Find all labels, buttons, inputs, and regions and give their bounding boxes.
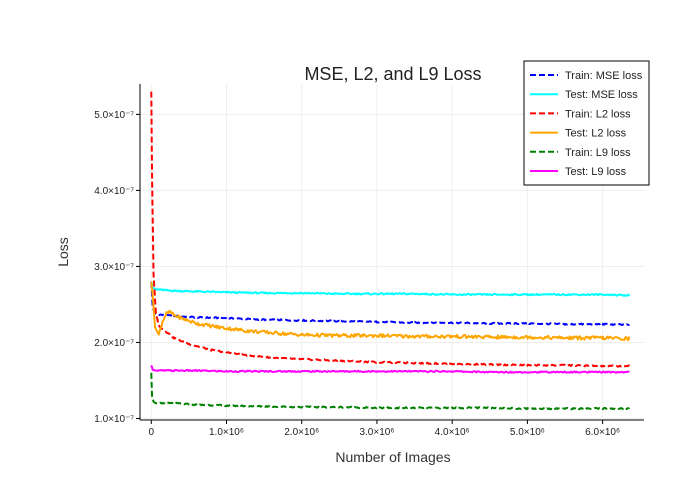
tick-labels: 0 1.0×10⁶ 2.0×10⁶ 3.0×10⁶ 4.0×10⁶ 5.0×10⁶ 6.0×… xyxy=(94,110,620,438)
y-tick-label: 5.0×10⁻⁷ xyxy=(94,110,134,121)
y-tick-label: 3.0×10⁻⁷ xyxy=(94,262,134,273)
y-tick-label: 2.0×10⁻⁷ xyxy=(94,338,134,349)
series-lines xyxy=(150,91,630,411)
series-line-test-l2-loss xyxy=(150,281,630,342)
x-tick-label: 1.0×10⁶ xyxy=(209,427,244,438)
legend-label: Test: L2 loss xyxy=(565,128,627,140)
x-tick-label: 5.0×10⁶ xyxy=(510,427,545,438)
legend-box xyxy=(523,60,650,186)
series-line-test-l9-loss xyxy=(150,364,630,374)
legend: Train: MSE loss Test: MSE loss Train: L2 l… xyxy=(523,60,650,186)
y-tick-label: 1.0×10⁻⁷ xyxy=(94,414,134,425)
axes xyxy=(136,84,644,424)
legend-label: Test: L9 loss xyxy=(565,166,627,178)
legend-label: Train: MSE loss xyxy=(565,70,643,82)
x-axis-title: Number of Images xyxy=(335,449,450,465)
x-tick-label: 3.0×10⁶ xyxy=(359,427,394,438)
chart-title: MSE, L2, and L9 Loss xyxy=(304,64,481,84)
legend-label: Train: L9 loss xyxy=(565,147,631,159)
series-line-train-l9-loss xyxy=(150,372,630,411)
x-tick-label: 0 xyxy=(149,427,155,438)
x-tick-label: 2.0×10⁶ xyxy=(284,427,319,438)
legend-label: Test: MSE loss xyxy=(565,89,638,101)
series-line-test-mse-loss xyxy=(150,281,630,297)
x-tick-label: 6.0×10⁶ xyxy=(585,427,620,438)
x-tick-label: 4.0×10⁶ xyxy=(435,427,470,438)
grid xyxy=(140,84,644,420)
y-tick-label: 4.0×10⁻⁷ xyxy=(94,186,134,197)
series-line-train-mse-loss xyxy=(150,281,630,327)
y-axis-title: Loss xyxy=(55,237,71,267)
legend-label: Train: L2 loss xyxy=(565,108,631,120)
